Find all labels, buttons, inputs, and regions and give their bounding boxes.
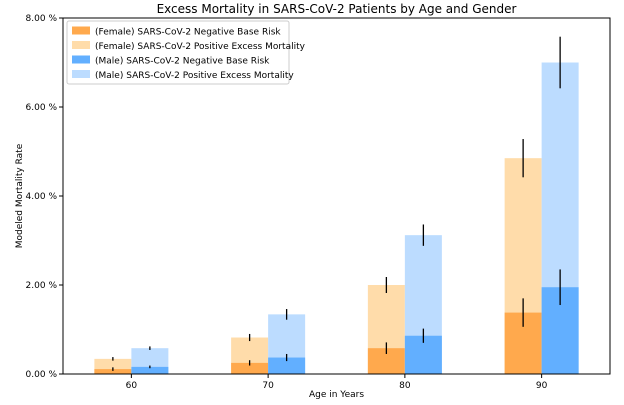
y-tick-label: 6.00 %: [26, 103, 58, 113]
y-tick-label: 0.00 %: [26, 370, 58, 380]
legend-entry: (Female) SARS-CoV-2 Positive Excess Mort…: [95, 42, 306, 52]
legend-swatch: [72, 26, 90, 35]
legend: (Female) SARS-CoV-2 Negative Base Risk (F…: [66, 20, 306, 85]
female-base-bar: [231, 362, 269, 374]
x-axis-label: Age in Years: [309, 390, 364, 400]
x-tick-label: 60: [126, 381, 138, 391]
male-base-bar: [131, 366, 169, 374]
male-base-bar: [268, 357, 306, 374]
legend-box: [66, 20, 290, 85]
y-tick-label: 4.00 %: [26, 192, 58, 202]
legend-entry: (Male) SARS-CoV-2 Positive Excess Mortal…: [95, 71, 294, 81]
legend-entry: (Male) SARS-CoV-2 Negative Base Risk: [95, 57, 270, 67]
legend-swatch: [72, 55, 90, 64]
x-tick-label: 80: [399, 381, 411, 391]
y-axis-label: Modeled Mortality Rate: [15, 143, 25, 248]
bars-layer: [94, 62, 579, 374]
female-base-bar: [94, 369, 132, 374]
x-tick-label: 90: [536, 381, 548, 391]
x-tick-label: 70: [262, 381, 274, 391]
chart-title: Excess Mortality in SARS-CoV-2 Patients …: [157, 2, 517, 16]
error-bars-layer: [112, 36, 561, 371]
legend-swatch: [72, 70, 90, 78]
y-axis-ticks: 0.00 % 2.00 % 4.00 % 6.00 % 8.00 %: [26, 14, 63, 380]
legend-swatch: [72, 41, 90, 49]
y-tick-label: 8.00 %: [26, 14, 58, 24]
legend-entry: (Female) SARS-CoV-2 Negative Base Risk: [95, 28, 281, 38]
y-tick-label: 2.00 %: [26, 281, 58, 291]
x-axis-ticks: 60 70 80 90: [126, 374, 548, 391]
